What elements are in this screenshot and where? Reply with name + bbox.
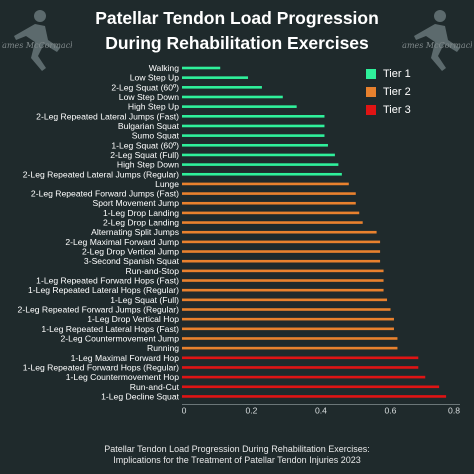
category-label: 2-Leg Drop Landing [103, 218, 179, 228]
category-label: 1-Leg Drop Vertical Hop [87, 314, 179, 324]
logo-text: James McCormack [2, 41, 72, 50]
x-tick-label: 0.8 [448, 405, 460, 415]
chart-title-line2: During Rehabilitation Exercises [105, 33, 369, 53]
category-label: 1-Leg Repeated Lateral Hops (Fast) [41, 324, 179, 334]
bar [182, 192, 356, 195]
category-label: Running [147, 343, 179, 353]
category-label: 2-Leg Repeated Forward Jumps (Fast) [31, 189, 179, 199]
bar [182, 279, 384, 282]
category-label: Lunge [155, 179, 179, 189]
x-tick-label: 0.2 [246, 405, 258, 415]
bar [182, 76, 249, 79]
bar [182, 95, 283, 99]
legend-label-tier2: Tier 2 [383, 86, 411, 98]
bar [182, 240, 381, 244]
bars-group [182, 66, 447, 398]
bar [182, 230, 377, 234]
bar [182, 337, 398, 340]
legend-swatch-tier1 [366, 69, 376, 79]
bar [182, 308, 391, 311]
bar [182, 86, 262, 89]
category-label: Sport Movement Jump [93, 198, 180, 208]
category-label: Sumo Squat [132, 131, 180, 141]
bar [182, 356, 419, 360]
category-label: 2-Leg Countermovement Jump [61, 333, 180, 343]
bar [182, 259, 381, 263]
category-label: Run-and-Stop [125, 266, 179, 276]
category-label: Run-and-Cut [130, 382, 180, 392]
bar [182, 153, 335, 157]
category-label: 2-Leg Squat (60º) [111, 82, 179, 92]
x-tick-label: 0.6 [385, 405, 397, 415]
category-label: 2-Leg Maximal Forward Jump [65, 237, 179, 247]
footer-line2: Implications for the Treatment of Patell… [113, 455, 361, 465]
logo-text: James McCormack [402, 41, 472, 50]
category-label: 1-Leg Squat (60º) [111, 140, 179, 150]
bar [182, 346, 398, 350]
legend: Tier 1 Tier 2 Tier 3 [366, 66, 411, 120]
category-label: 1-Leg Repeated Lateral Hops (Regular) [28, 285, 179, 295]
category-label: 2-Leg Repeated Lateral Jumps (Fast) [36, 111, 179, 121]
legend-label-tier1: Tier 1 [383, 68, 411, 80]
bar [182, 172, 342, 176]
category-label: Walking [149, 63, 179, 73]
bar [182, 375, 426, 379]
x-tick-label: 0.4 [315, 405, 327, 415]
category-label: 1-Leg Countermovement Hop [66, 372, 179, 382]
bar [182, 211, 360, 215]
x-tick-label: 0 [182, 405, 187, 415]
category-label: 2-Leg Squat (Full) [110, 150, 179, 160]
category-label: Bulgarian Squat [118, 121, 180, 131]
bar [182, 201, 356, 205]
legend-swatch-tier3 [366, 105, 376, 115]
bar [182, 134, 325, 137]
category-label: 1-Leg Squat (Full) [110, 295, 179, 305]
legend-item-tier3: Tier 3 [366, 102, 411, 118]
bar [182, 105, 297, 108]
category-label: High Step Up [128, 102, 179, 112]
category-label: Low Step Up [130, 73, 179, 83]
bar [182, 317, 394, 321]
category-label: 2-Leg Repeated Lateral Jumps (Regular) [23, 169, 179, 179]
category-label: 1-Leg Repeated Forward Hops (Regular) [23, 362, 179, 372]
category-label: 1-Leg Decline Squat [101, 391, 179, 401]
bar [182, 366, 419, 369]
category-label: 1-Leg Repeated Forward Hops (Fast) [36, 276, 179, 286]
bar [182, 250, 381, 253]
category-label: 1-Leg Maximal Forward Hop [71, 353, 180, 363]
category-label: 3-Second Spanish Squat [84, 256, 180, 266]
chart-title: Patellar Tendon Load Progression During … [80, 6, 394, 56]
legend-label-tier3: Tier 3 [383, 104, 411, 116]
category-label: Low Step Down [119, 92, 179, 102]
chart-footer: Patellar Tendon Load Progression During … [0, 444, 474, 466]
bar [182, 221, 363, 224]
category-label: Alternating Split Jumps [91, 227, 179, 237]
runner-logo-icon: James McCormack [2, 10, 72, 71]
x-tick-labels: 0 0.2 0.4 0.6 0.8 [182, 405, 461, 415]
category-label: 1-Leg Drop Landing [103, 208, 179, 218]
bar [182, 143, 328, 147]
bar [182, 269, 384, 273]
bar [182, 124, 325, 128]
bar [182, 115, 325, 118]
legend-swatch-tier2 [366, 87, 376, 97]
bar [182, 182, 349, 186]
category-label: 2-Leg Drop Vertical Jump [82, 247, 179, 257]
bar [182, 395, 447, 398]
bar [182, 385, 440, 389]
legend-item-tier2: Tier 2 [366, 84, 411, 100]
legend-item-tier1: Tier 1 [366, 66, 411, 82]
bar [182, 288, 384, 292]
bar [182, 163, 339, 166]
runner-logo-icon: James McCormack [402, 10, 472, 71]
chart-title-line1: Patellar Tendon Load Progression [95, 8, 379, 28]
bar [182, 298, 388, 302]
footer-line1: Patellar Tendon Load Progression During … [104, 444, 370, 454]
category-label: High Step Down [117, 160, 179, 170]
category-label: 2-Leg Repeated Forward Jumps (Regular) [18, 305, 180, 315]
bar [182, 66, 221, 70]
bar [182, 327, 394, 331]
